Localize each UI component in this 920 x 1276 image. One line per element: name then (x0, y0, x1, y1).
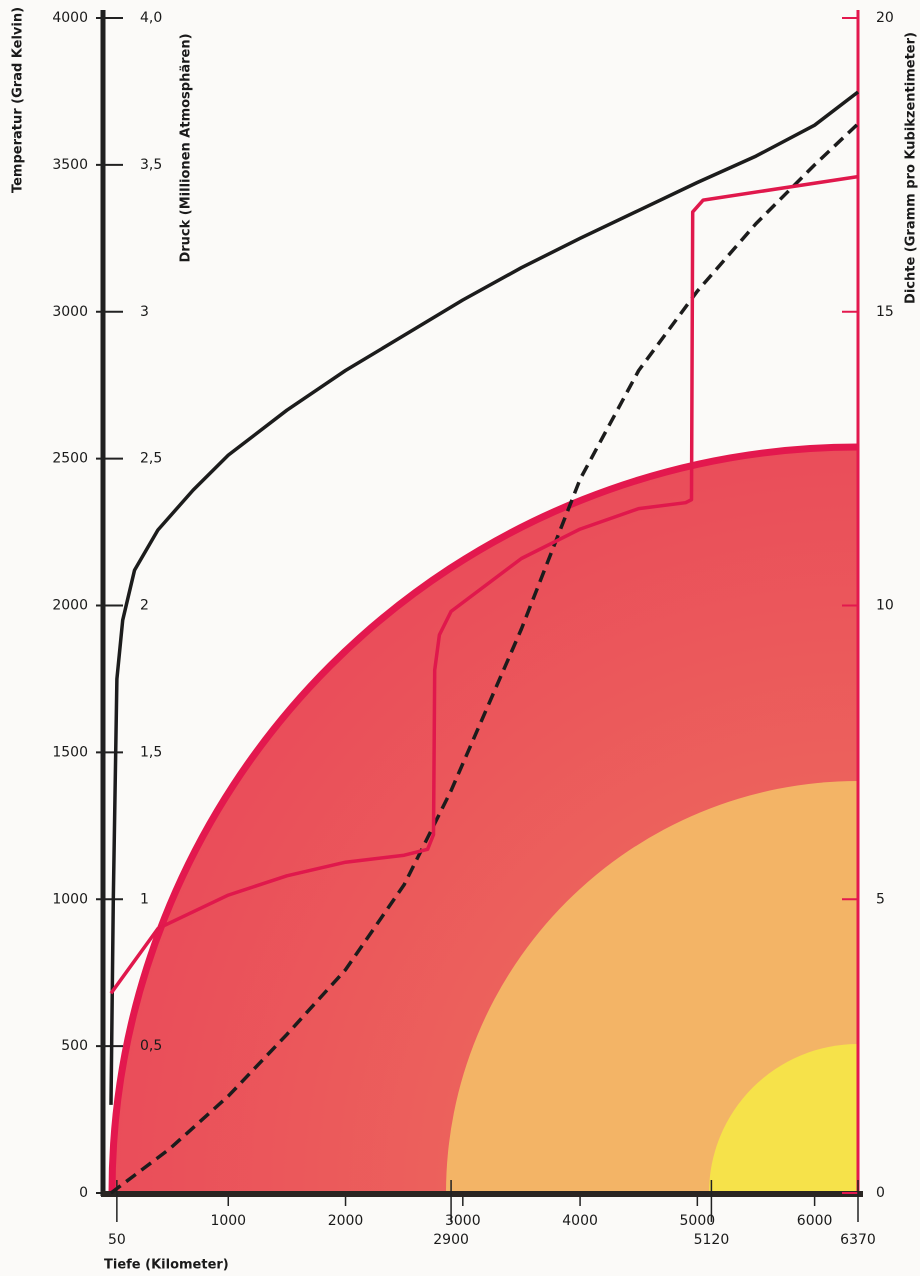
y-tick-label: 3500 (52, 157, 88, 173)
x-tick-label: 6000 (797, 1213, 833, 1229)
x-tick-label: 6370 (840, 1232, 876, 1248)
x-tick-label: 3000 (445, 1213, 481, 1229)
x-tick-label: 1000 (210, 1213, 246, 1229)
y-tick-label: 3000 (52, 304, 88, 320)
y3-axis-title: Druck (Millionen Atmosphären) (179, 33, 194, 262)
x-tick-label: 5000 (680, 1213, 716, 1229)
y2-axis-title: Dichte (Gramm pro Kubikzentimeter) (904, 32, 919, 304)
chart: Temperatur (Grad Kelvin) Druck (Millione… (0, 0, 920, 1276)
y3-tick-label: 3,5 (140, 157, 162, 173)
y2-tick-label: 20 (876, 10, 894, 26)
x-axis-title: Tiefe (Kilometer) (104, 1258, 229, 1273)
y3-tick-label: 1,5 (140, 744, 162, 760)
earth-layers (112, 447, 858, 1193)
y3-tick-label: 4,0 (140, 10, 162, 26)
y2-tick-label: 5 (876, 891, 885, 907)
x-tick-label: 5120 (694, 1232, 730, 1248)
y-tick-label: 1500 (52, 744, 88, 760)
y3-tick-label: 0,5 (140, 1038, 162, 1054)
y3-tick-label: 2 (140, 598, 149, 614)
y-tick-label: 1000 (52, 891, 88, 907)
y3-tick-label: 2,5 (140, 451, 162, 467)
y-axis-title: Temperatur (Grad Kelvin) (11, 7, 26, 193)
x-tick-label: 2000 (328, 1213, 364, 1229)
x-tick-label: 2900 (433, 1232, 469, 1248)
y3-tick-label: 1 (140, 891, 149, 907)
y-tick-label: 500 (61, 1038, 88, 1054)
y3-tick-label: 3 (140, 304, 149, 320)
y-tick-label: 0 (79, 1185, 88, 1201)
y-tick-label: 2000 (52, 598, 88, 614)
y2-tick-label: 0 (876, 1185, 885, 1201)
y-tick-label: 2500 (52, 451, 88, 467)
y2-tick-label: 15 (876, 304, 894, 320)
x-tick-label: 4000 (562, 1213, 598, 1229)
y2-tick-label: 10 (876, 598, 894, 614)
y-tick-label: 4000 (52, 10, 88, 26)
x-tick-label: 50 (108, 1232, 126, 1248)
